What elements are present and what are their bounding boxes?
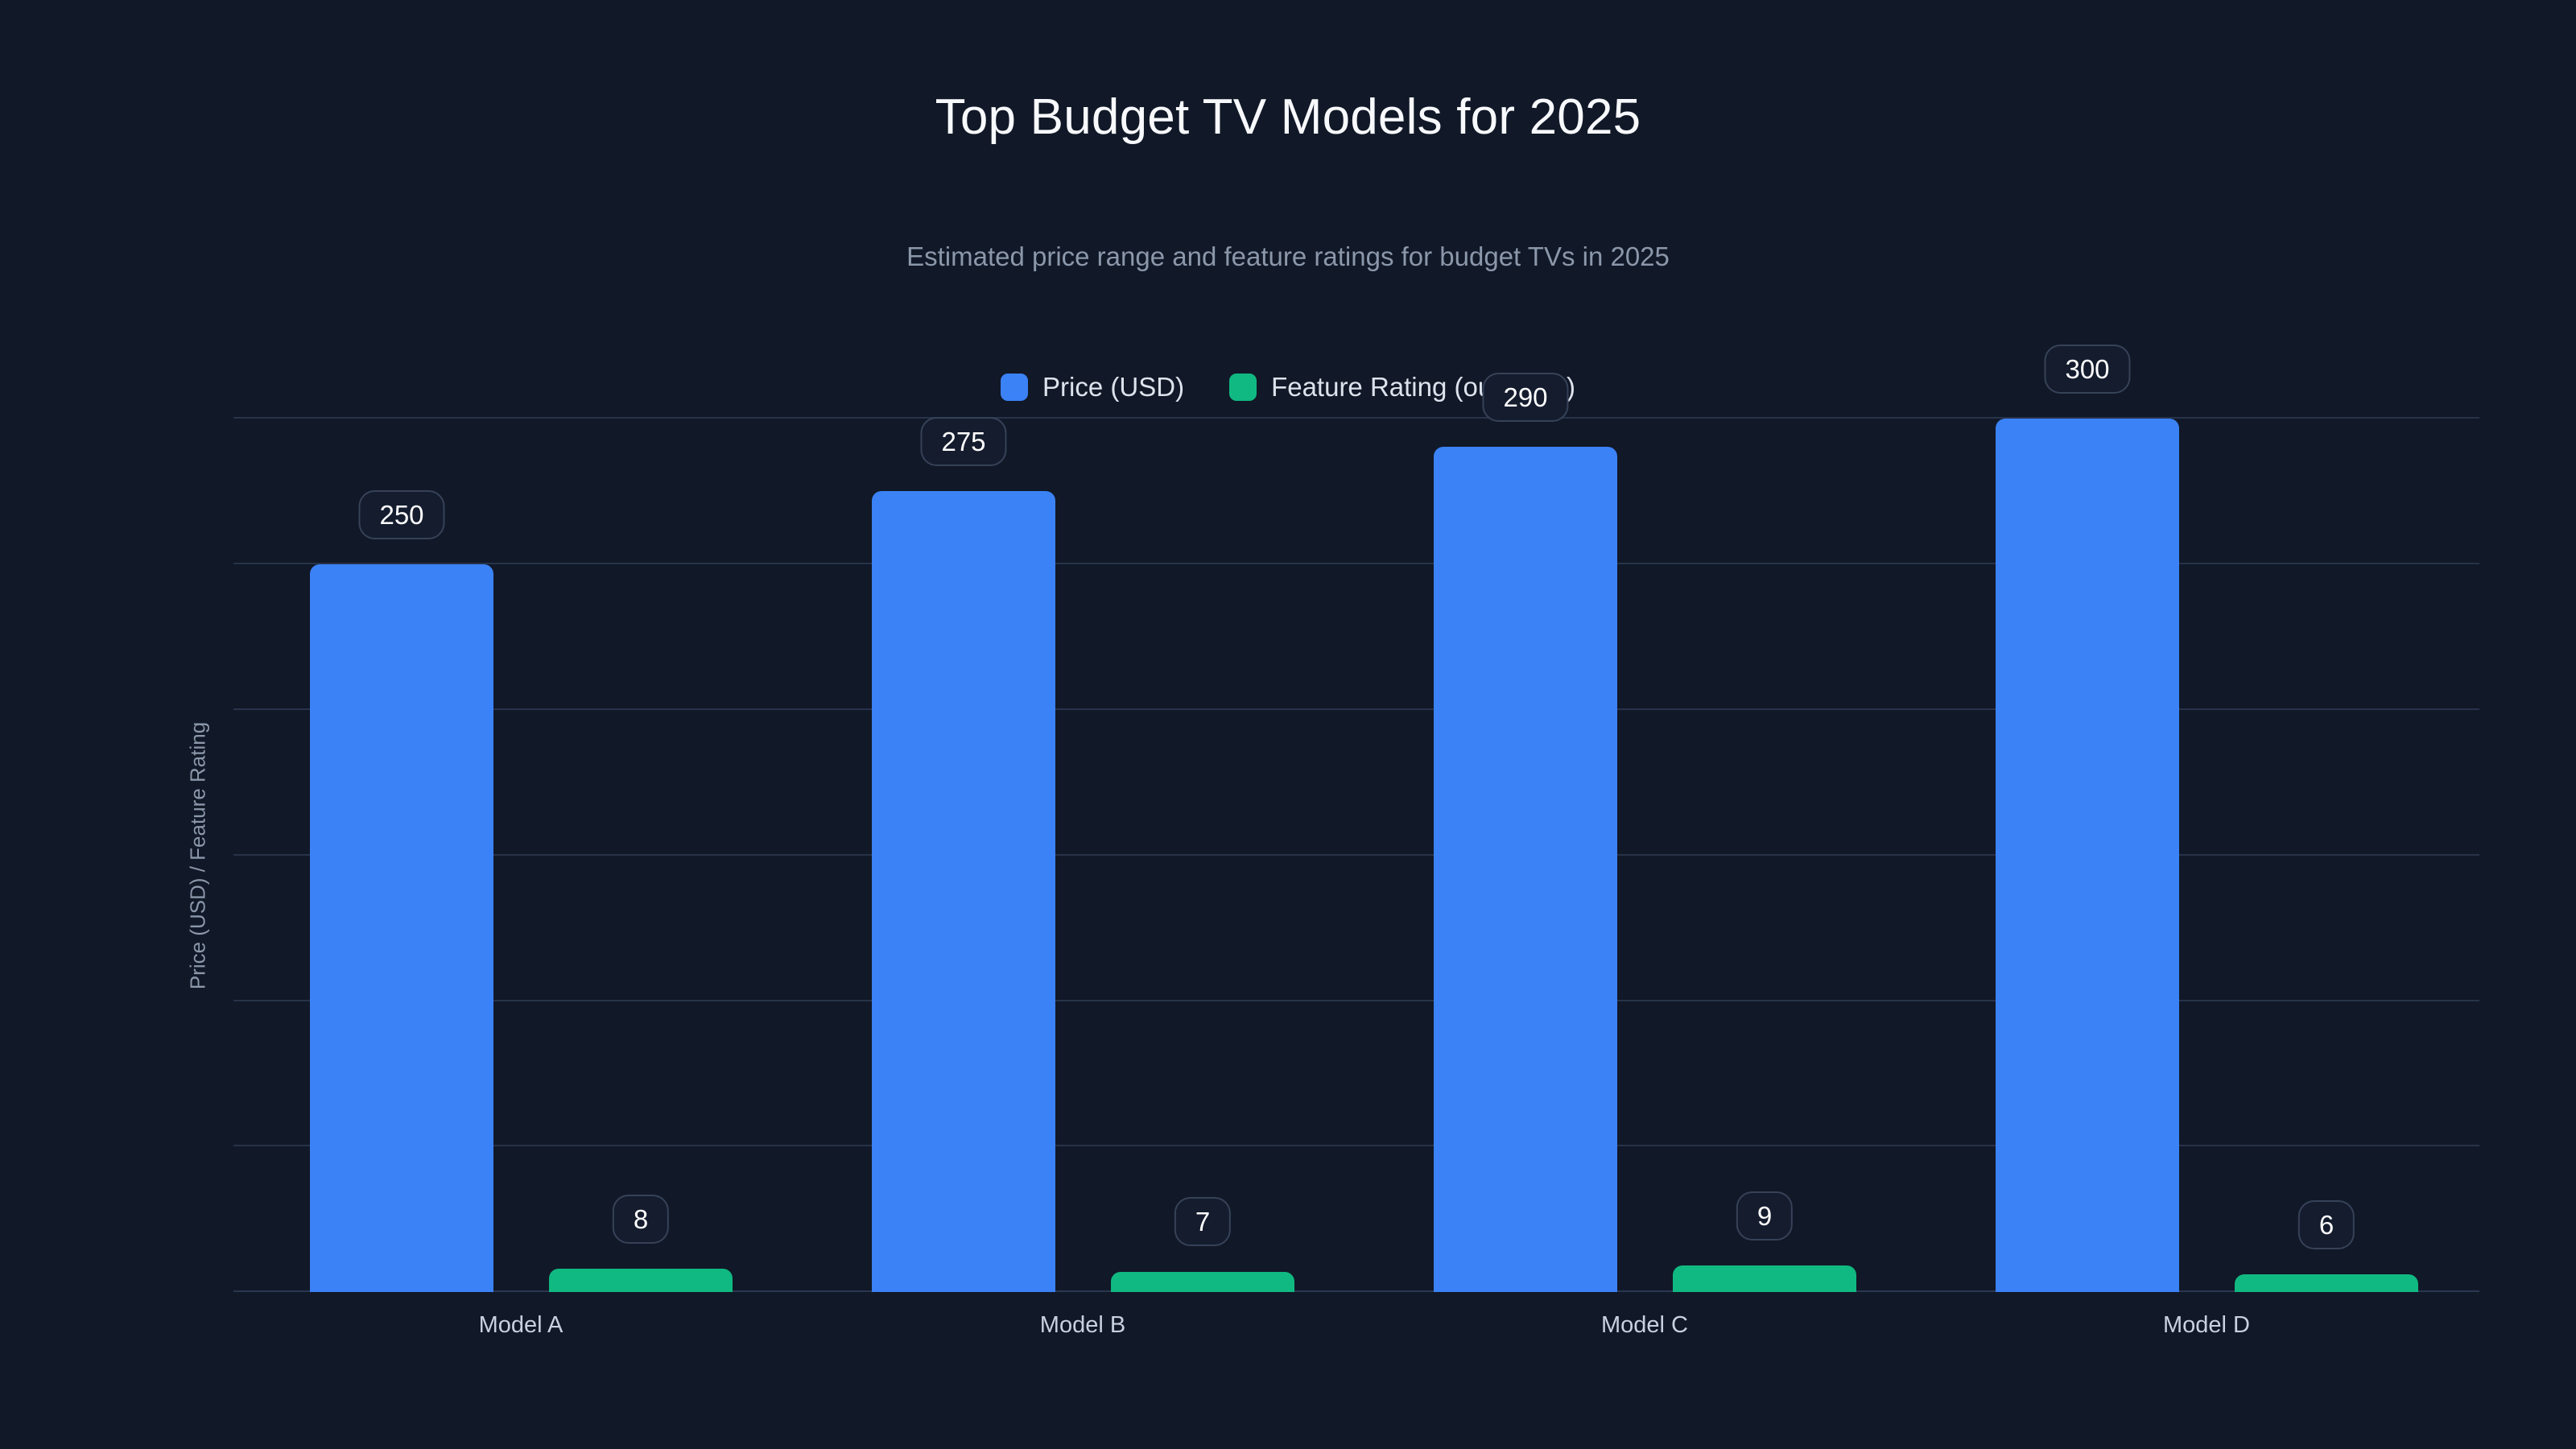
- data-label-rating-model-a: 8: [612, 1195, 670, 1244]
- y-axis-title: Price (USD) / Feature Rating: [185, 721, 210, 989]
- gridline-250: [233, 563, 2479, 564]
- chart-title: Top Budget TV Models for 2025: [935, 89, 1641, 145]
- bar-rating-model-c[interactable]: [1673, 1265, 1856, 1292]
- x-label-model-a: Model A: [478, 1312, 564, 1338]
- legend-swatch-price-icon: [1001, 374, 1029, 401]
- gridline-50: [233, 1145, 2479, 1146]
- bar-price-model-c[interactable]: [1434, 447, 1617, 1292]
- bar-price-model-b[interactable]: [872, 491, 1055, 1292]
- data-label-price-model-a: 250: [358, 490, 445, 539]
- data-label-price-model-d: 300: [2044, 345, 2131, 394]
- data-label-price-model-b: 275: [920, 417, 1007, 466]
- plot-area: Price (USD) / Feature Rating 300 250 200…: [186, 345, 2479, 1338]
- bar-rating-model-d[interactable]: [2235, 1274, 2418, 1292]
- data-label-rating-model-d: 6: [2297, 1200, 2355, 1249]
- data-label-price-model-c: 290: [1482, 373, 1569, 422]
- gridline-150: [233, 854, 2479, 856]
- bar-price-model-d[interactable]: [1996, 419, 2179, 1292]
- gridline-200: [233, 708, 2479, 710]
- legend-item-price[interactable]: Price (USD): [1001, 372, 1184, 402]
- x-label-model-d: Model D: [2163, 1312, 2250, 1338]
- bar-rating-model-b[interactable]: [1111, 1272, 1294, 1292]
- gridline-300: [233, 417, 2479, 419]
- bar-price-model-a[interactable]: [310, 564, 493, 1292]
- chart-legend: Price (USD) Feature Rating (out of 10): [0, 372, 2576, 402]
- bar-rating-model-a[interactable]: [549, 1269, 733, 1292]
- legend-swatch-rating-icon: [1229, 374, 1257, 401]
- x-label-model-c: Model C: [1601, 1312, 1688, 1338]
- data-label-rating-model-c: 9: [1736, 1191, 1794, 1241]
- gridline-0: [233, 1290, 2479, 1292]
- data-label-rating-model-b: 7: [1174, 1197, 1232, 1246]
- gridline-100: [233, 1000, 2479, 1001]
- chart-subtitle: Estimated price range and feature rating…: [906, 242, 1670, 271]
- x-label-model-b: Model B: [1039, 1312, 1126, 1338]
- legend-label-price: Price (USD): [1042, 372, 1185, 402]
